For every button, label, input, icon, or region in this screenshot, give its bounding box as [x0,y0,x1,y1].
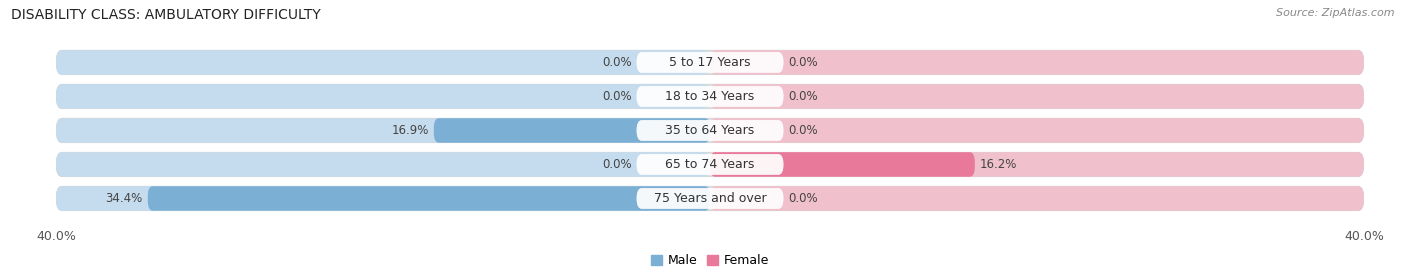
FancyBboxPatch shape [56,50,710,75]
Text: 0.0%: 0.0% [602,56,631,69]
FancyBboxPatch shape [148,186,710,211]
Text: 16.9%: 16.9% [391,124,429,137]
Text: 34.4%: 34.4% [105,192,143,205]
FancyBboxPatch shape [637,188,783,209]
FancyBboxPatch shape [56,118,1364,143]
FancyBboxPatch shape [637,52,783,73]
Text: Source: ZipAtlas.com: Source: ZipAtlas.com [1277,8,1395,18]
FancyBboxPatch shape [56,152,1364,177]
Text: 35 to 64 Years: 35 to 64 Years [665,124,755,137]
Text: 0.0%: 0.0% [602,158,631,171]
FancyBboxPatch shape [56,118,710,143]
Text: 0.0%: 0.0% [602,90,631,103]
Text: 5 to 17 Years: 5 to 17 Years [669,56,751,69]
FancyBboxPatch shape [710,152,974,177]
Text: DISABILITY CLASS: AMBULATORY DIFFICULTY: DISABILITY CLASS: AMBULATORY DIFFICULTY [11,8,321,22]
FancyBboxPatch shape [56,84,710,109]
FancyBboxPatch shape [637,86,783,107]
FancyBboxPatch shape [637,154,783,175]
FancyBboxPatch shape [56,186,710,211]
Text: 18 to 34 Years: 18 to 34 Years [665,90,755,103]
FancyBboxPatch shape [56,50,1364,75]
Text: 0.0%: 0.0% [789,124,818,137]
FancyBboxPatch shape [637,120,783,141]
FancyBboxPatch shape [710,186,1364,211]
Text: 65 to 74 Years: 65 to 74 Years [665,158,755,171]
FancyBboxPatch shape [56,84,1364,109]
FancyBboxPatch shape [56,152,710,177]
FancyBboxPatch shape [710,118,1364,143]
Text: 0.0%: 0.0% [789,192,818,205]
FancyBboxPatch shape [56,186,1364,211]
FancyBboxPatch shape [710,50,1364,75]
Legend: Male, Female: Male, Female [647,249,773,269]
FancyBboxPatch shape [710,152,1364,177]
Text: 16.2%: 16.2% [980,158,1017,171]
Text: 0.0%: 0.0% [789,56,818,69]
FancyBboxPatch shape [710,84,1364,109]
Text: 75 Years and over: 75 Years and over [654,192,766,205]
FancyBboxPatch shape [434,118,710,143]
Text: 0.0%: 0.0% [789,90,818,103]
